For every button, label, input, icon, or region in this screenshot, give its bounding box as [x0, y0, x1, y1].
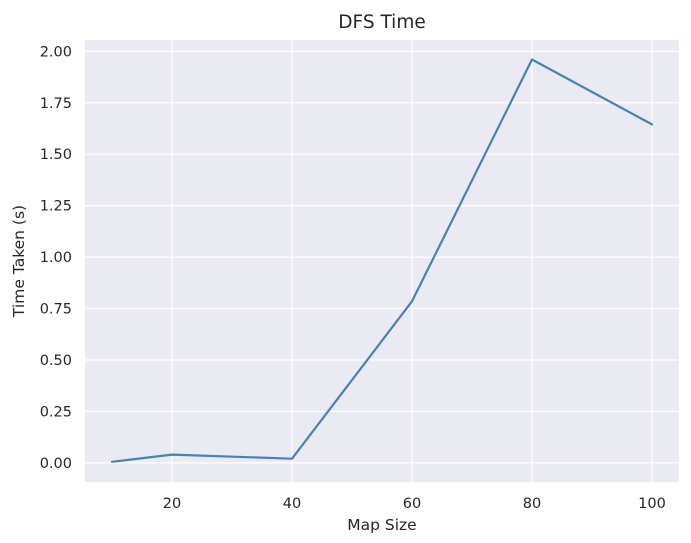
plot-area: [85, 40, 679, 482]
x-axis-label: Map Size: [347, 516, 416, 534]
y-tick-labels: 0.00 0.25 0.50 0.75 1.00 1.25 1.50 1.75 2.00: [40, 44, 72, 472]
y-tick-label: 0.50: [40, 353, 72, 369]
y-tick-label: 1.25: [40, 199, 72, 215]
y-tick-label: 2.00: [40, 44, 72, 60]
y-tick-label: 1.00: [40, 250, 72, 266]
x-tick-label: 60: [403, 496, 421, 512]
x-tick-labels: 20 40 60 80 100: [163, 496, 666, 512]
x-tick-label: 40: [283, 496, 301, 512]
y-tick-label: 0.25: [40, 404, 72, 420]
y-tick-label: 1.50: [40, 147, 72, 163]
y-tick-label: 1.75: [40, 96, 72, 112]
x-tick-label: 80: [523, 496, 541, 512]
series-line: [110, 58, 654, 463]
grid: [85, 40, 679, 482]
y-axis-label: Time Taken (s): [10, 205, 28, 318]
y-tick-label: 0.75: [40, 302, 72, 318]
chart-title: DFS Time: [338, 12, 425, 33]
y-tick-label: 0.00: [40, 456, 72, 472]
x-tick-label: 100: [638, 496, 666, 512]
x-tick-label: 20: [163, 496, 181, 512]
